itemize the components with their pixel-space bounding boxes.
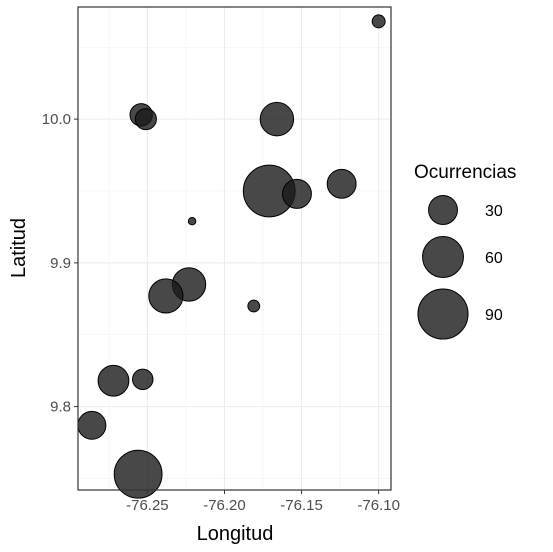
x-axis-title: Longitud (197, 523, 274, 545)
y-axis-title: Latitud (8, 218, 30, 278)
legend-label: 90 (485, 307, 503, 324)
legend-label: 60 (485, 250, 503, 267)
data-points (77, 14, 386, 499)
legend-key (417, 288, 469, 340)
legend-title: Ocurrencias (414, 162, 516, 183)
legend-key (428, 195, 458, 225)
x-tick-label: -76.25 (126, 497, 169, 514)
data-point (259, 101, 295, 137)
x-tick-label: -76.10 (357, 497, 400, 514)
x-axis-ticks: -76.25 -76.20 -76.15 -76.10 (126, 490, 400, 514)
data-point (113, 449, 163, 499)
data-point (132, 368, 154, 391)
data-point (281, 178, 312, 209)
x-tick-label: -76.20 (203, 497, 246, 514)
x-tick-label: -76.15 (280, 497, 323, 514)
y-tick-label: 9.9 (50, 255, 71, 272)
legend: 30 60 90 (417, 195, 503, 340)
legend-key (422, 236, 464, 278)
data-point (371, 14, 386, 29)
data-point (187, 216, 197, 226)
data-point (77, 410, 107, 440)
legend-label: 30 (485, 203, 503, 220)
grid-major (78, 7, 391, 490)
grid-minor (78, 7, 391, 490)
data-point (97, 364, 130, 397)
plot-panel-border (77, 6, 392, 491)
y-tick-label: 9.8 (50, 399, 71, 416)
y-tick-label: 10.0 (42, 111, 71, 128)
data-point (326, 168, 357, 199)
data-point (148, 278, 184, 314)
data-point (247, 299, 261, 313)
y-axis-ticks: 9.8 9.9 10.0 (42, 111, 78, 416)
data-point (134, 108, 157, 131)
